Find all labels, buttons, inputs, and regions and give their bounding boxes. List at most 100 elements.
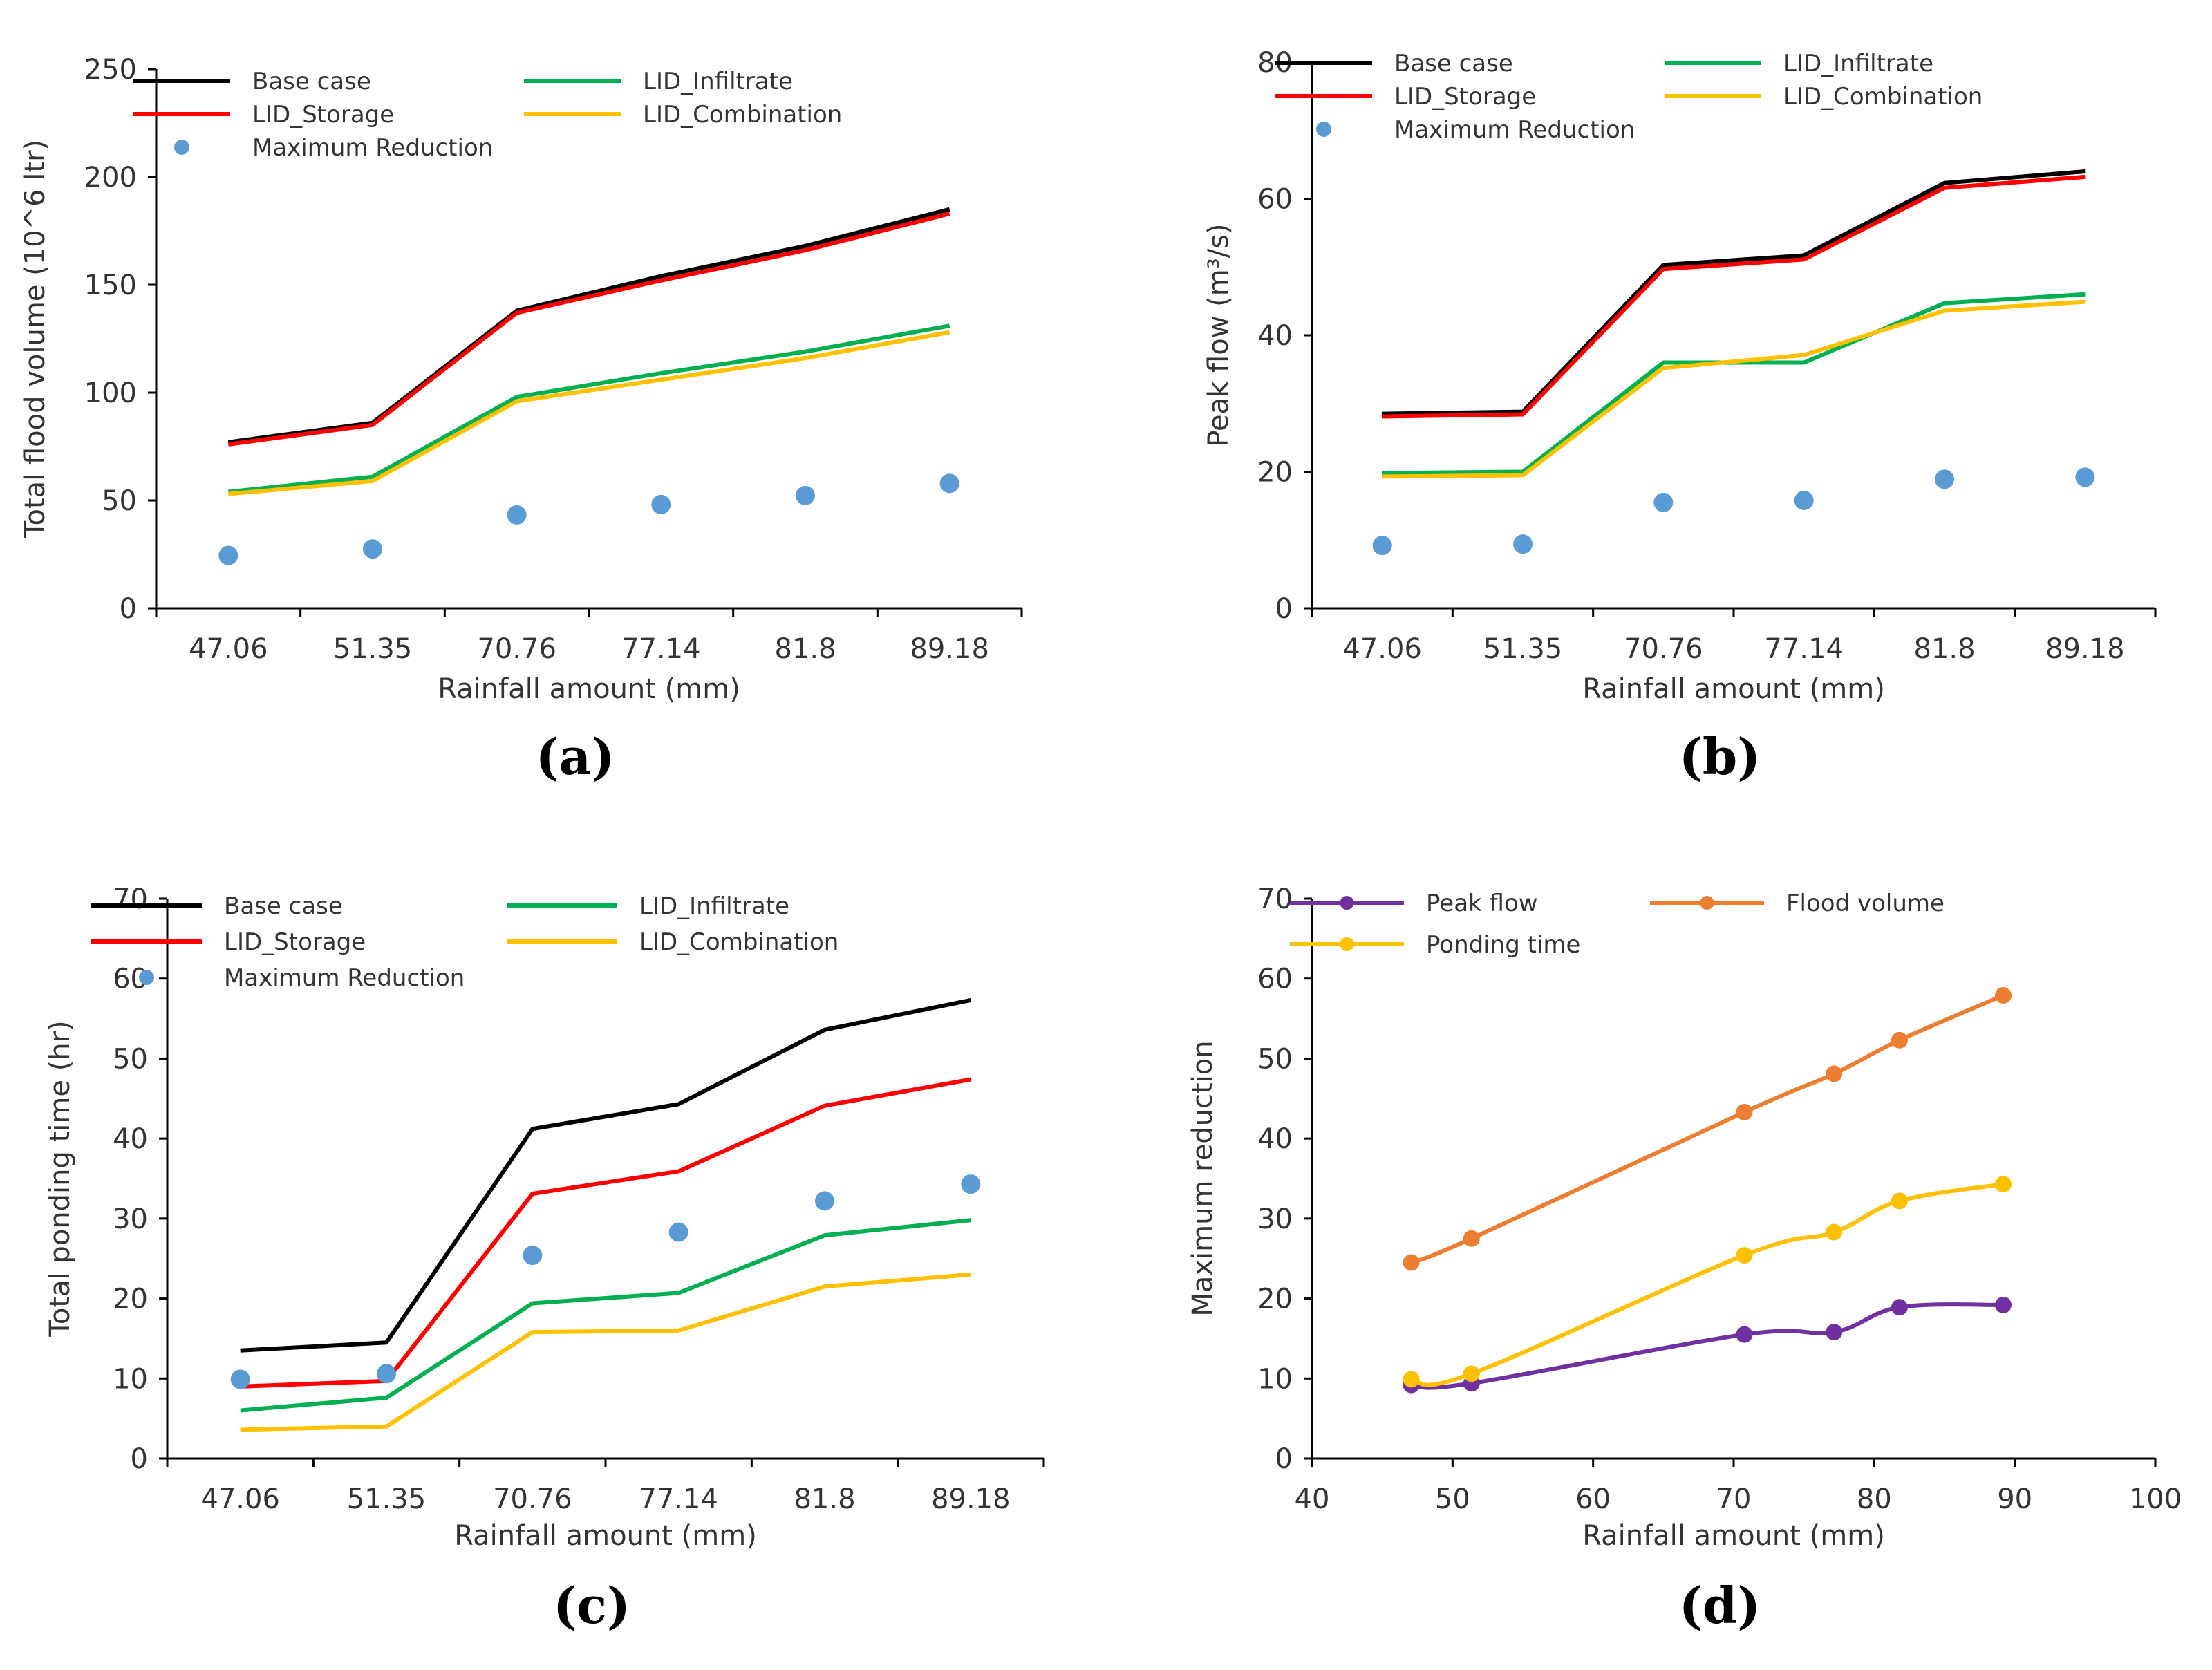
series-line-lid-storage	[227, 212, 950, 447]
data-point-maximum-reduction	[1935, 469, 1954, 489]
data-point-maximum-reduction	[1372, 536, 1392, 556]
x-tick-label: 77.14	[639, 1483, 718, 1515]
y-axis-title: Maximum reduction	[1187, 1040, 1219, 1316]
data-point-maximum-reduction	[815, 1191, 834, 1211]
legend-label-lid-combination: LID_Combination	[1783, 83, 1983, 111]
data-point-maximum-reduction	[651, 494, 671, 514]
series-line-lid-combination	[228, 330, 950, 496]
data-point-maximum-reduction	[668, 1222, 688, 1242]
x-tick-label: 51.35	[1483, 633, 1563, 665]
series-line-flood-volume	[1410, 993, 2005, 1265]
data-point-ponding-time	[1736, 1247, 1753, 1264]
data-point-flood-volume	[1736, 1103, 1753, 1120]
y-tick-label: 60	[1257, 184, 1293, 216]
data-point-maximum-reduction	[939, 473, 959, 494]
y-tick-label: 70	[1257, 883, 1293, 915]
series-line-base-case	[227, 207, 950, 444]
panel-label: (c)	[553, 1576, 630, 1635]
series-line-lid-storage	[240, 1077, 971, 1389]
data-point-maximum-reduction	[363, 539, 382, 559]
legend: Base case LID_Infiltrate LID_Storage LID_Co…	[91, 892, 838, 992]
legend-label-peak-flow: Peak flow	[1426, 890, 1538, 917]
data-point-maximum-reduction	[961, 1174, 981, 1194]
data-point-ponding-time	[1826, 1223, 1843, 1241]
legend-label-lid-storage: LID_Storage	[224, 928, 366, 956]
data-point-maximum-reduction	[507, 505, 527, 525]
legend-swatch-marker-ponding-time	[1340, 937, 1354, 951]
legend-label-lid-storage: LID_Storage	[1394, 83, 1536, 111]
legend-label-lid-infiltrate: LID_Infiltrate	[639, 892, 789, 920]
data-point-maximum-reduction	[1653, 492, 1674, 512]
x-tick-label: 40	[1295, 1483, 1330, 1515]
y-tick-label: 0	[1275, 1443, 1293, 1475]
legend: Peak flow Flood volume Ponding time	[1290, 890, 1944, 959]
series-line-lid-combination	[240, 1272, 971, 1432]
y-tick-label: 20	[113, 1284, 148, 1315]
legend-swatch-maximum-reduction	[1316, 122, 1331, 137]
panel-label: (b)	[1679, 727, 1761, 786]
y-tick-label: 30	[113, 1203, 148, 1235]
data-point-flood-volume	[1994, 987, 2012, 1004]
y-tick-label: 0	[131, 1443, 148, 1475]
legend-label-maximum-reduction: Maximum Reduction	[1394, 116, 1635, 144]
y-tick-label: 0	[1275, 593, 1293, 625]
y-tick-label: 30	[1257, 1203, 1293, 1235]
series-line-lid-infiltrate	[240, 1218, 971, 1413]
x-tick-label: 70.76	[493, 1483, 572, 1515]
y-tick-label: 60	[1257, 964, 1293, 995]
series-line-lid-storage	[1382, 174, 2086, 419]
x-axis-title: Rainfall amount (mm)	[1582, 1520, 1885, 1552]
y-tick-label: 20	[1257, 1284, 1293, 1315]
x-tick-label: 47.06	[200, 1483, 280, 1515]
x-tick-label: 89.18	[2045, 633, 2125, 665]
data-point-maximum-reduction	[1513, 534, 1533, 554]
series-line-ponding-time	[1411, 1182, 2004, 1387]
x-tick-label: 81.8	[1913, 633, 1975, 665]
data-point-flood-volume	[1463, 1230, 1480, 1247]
x-tick-label: 89.18	[910, 633, 989, 665]
x-tick-label: 70.76	[1624, 633, 1703, 665]
data-point-flood-volume	[1403, 1254, 1420, 1271]
y-tick-label: 250	[84, 54, 137, 86]
legend-label-base-case: Base case	[1394, 50, 1513, 77]
data-point-peak-flow	[1826, 1324, 1843, 1341]
data-point-maximum-reduction	[218, 545, 238, 565]
x-axis-title: Rainfall amount (mm)	[1582, 673, 1885, 705]
legend-swatch-marker-flood-volume	[1700, 896, 1714, 910]
x-tick-label: 70	[1716, 1483, 1752, 1515]
y-tick-label: 100	[84, 377, 137, 409]
data-point-maximum-reduction	[377, 1364, 396, 1384]
data-point-maximum-reduction	[1794, 490, 1814, 510]
legend-label-maximum-reduction: Maximum Reduction	[252, 134, 493, 162]
x-axis-title: Rainfall amount (mm)	[454, 1520, 757, 1552]
x-tick-label: 47.06	[1342, 633, 1422, 665]
chart-panel-a: 0 50 100 150 200 250 47.06 51.35 70.76 77.14 81.8 8…	[19, 54, 1023, 786]
y-tick-label: 40	[1257, 1123, 1293, 1155]
series-line-peak-flow	[1411, 1302, 2004, 1390]
legend-label-base-case: Base case	[224, 892, 343, 920]
y-tick-label: 40	[113, 1123, 148, 1155]
legend-swatch-maximum-reduction	[139, 970, 154, 985]
y-tick-label: 70	[113, 883, 148, 915]
x-tick-label: 77.14	[1764, 633, 1844, 665]
x-tick-label: 47.06	[189, 633, 268, 665]
legend-label-lid-combination: LID_Combination	[639, 928, 838, 956]
y-tick-label: 10	[113, 1363, 148, 1395]
legend-label-base-case: Base case	[252, 68, 371, 95]
x-tick-label: 51.35	[333, 633, 413, 665]
panel-label: (d)	[1679, 1576, 1761, 1635]
y-tick-label: 50	[1257, 1043, 1293, 1075]
y-tick-label: 150	[84, 270, 137, 301]
x-tick-label: 81.8	[794, 1483, 855, 1515]
legend-swatch-maximum-reduction	[174, 140, 189, 155]
y-tick-label: 10	[1257, 1363, 1293, 1395]
data-point-flood-volume	[1826, 1065, 1843, 1082]
y-tick-label: 20	[1257, 457, 1293, 489]
data-point-ponding-time	[1403, 1371, 1420, 1388]
data-point-maximum-reduction	[796, 485, 815, 505]
x-tick-label: 100	[2129, 1483, 2182, 1515]
y-tick-label: 40	[1257, 320, 1293, 352]
legend-label-maximum-reduction: Maximum Reduction	[224, 964, 465, 992]
data-point-maximum-reduction	[2075, 467, 2095, 487]
